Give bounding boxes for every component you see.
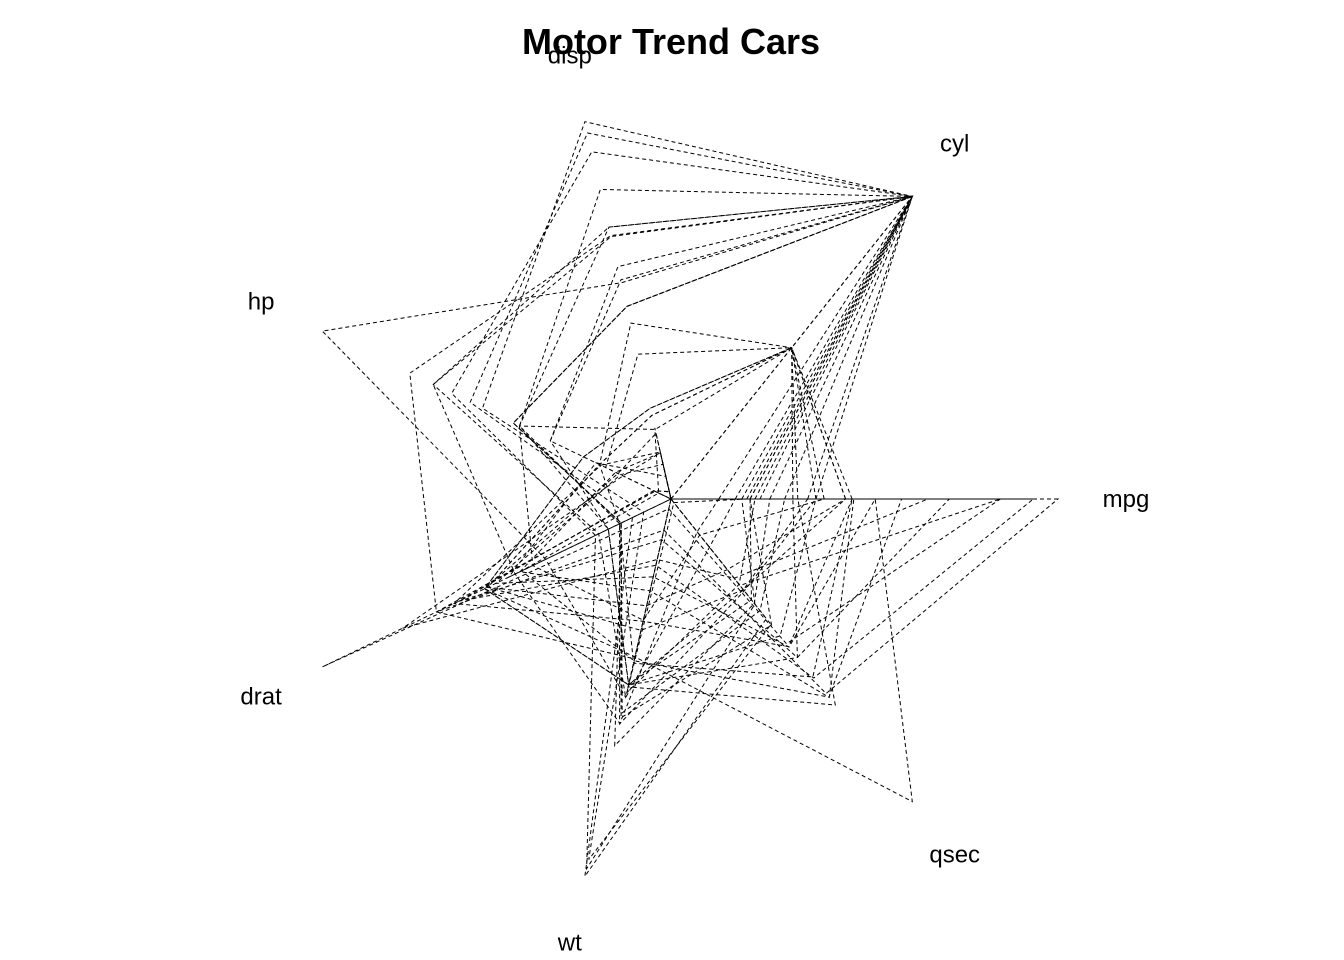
series-line-17: [451, 151, 914, 871]
series-line-24: [432, 195, 914, 725]
series-line-5: [518, 195, 914, 686]
series-line-21: [518, 452, 855, 699]
series-line-28: [508, 462, 1001, 587]
series-line-23: [549, 195, 914, 686]
series-line-13: [512, 195, 914, 714]
series-line-16: [469, 132, 914, 877]
series-group: [321, 121, 1060, 877]
axis-label-disp: disp: [548, 42, 592, 69]
series-line-22: [549, 195, 914, 695]
series-line-32: [452, 451, 853, 648]
series-line-8: [520, 427, 903, 698]
axis-labels: mpg cyl disp hp drat wt qsec: [240, 42, 1149, 956]
axis-label-mpg: mpg: [1103, 486, 1150, 513]
series-line-25: [518, 188, 913, 726]
series-line-29: [409, 195, 914, 660]
series-line-2: [486, 347, 847, 631]
series-line-7: [432, 195, 914, 699]
series-line-14: [512, 195, 914, 719]
series-line-30: [518, 346, 825, 621]
series-line-6: [605, 347, 836, 706]
series-line-18: [458, 490, 1035, 679]
axis-label-qsec: qsec: [929, 842, 980, 869]
axis-label-hp: hp: [248, 289, 275, 316]
series-line-9: [483, 432, 913, 803]
axis-label-cyl: cyl: [940, 130, 969, 157]
series-line-15: [481, 121, 914, 860]
series-line-4: [599, 322, 853, 678]
series-line-27: [402, 451, 929, 629]
series-line-10: [483, 347, 817, 686]
series-line-26: [458, 490, 951, 659]
series-line-19: [322, 494, 1002, 668]
chart-title: Motor Trend Cars: [522, 21, 820, 62]
axis-label-wt: wt: [557, 930, 582, 957]
series-line-31: [321, 195, 914, 699]
axis-label-drat: drat: [240, 683, 282, 710]
